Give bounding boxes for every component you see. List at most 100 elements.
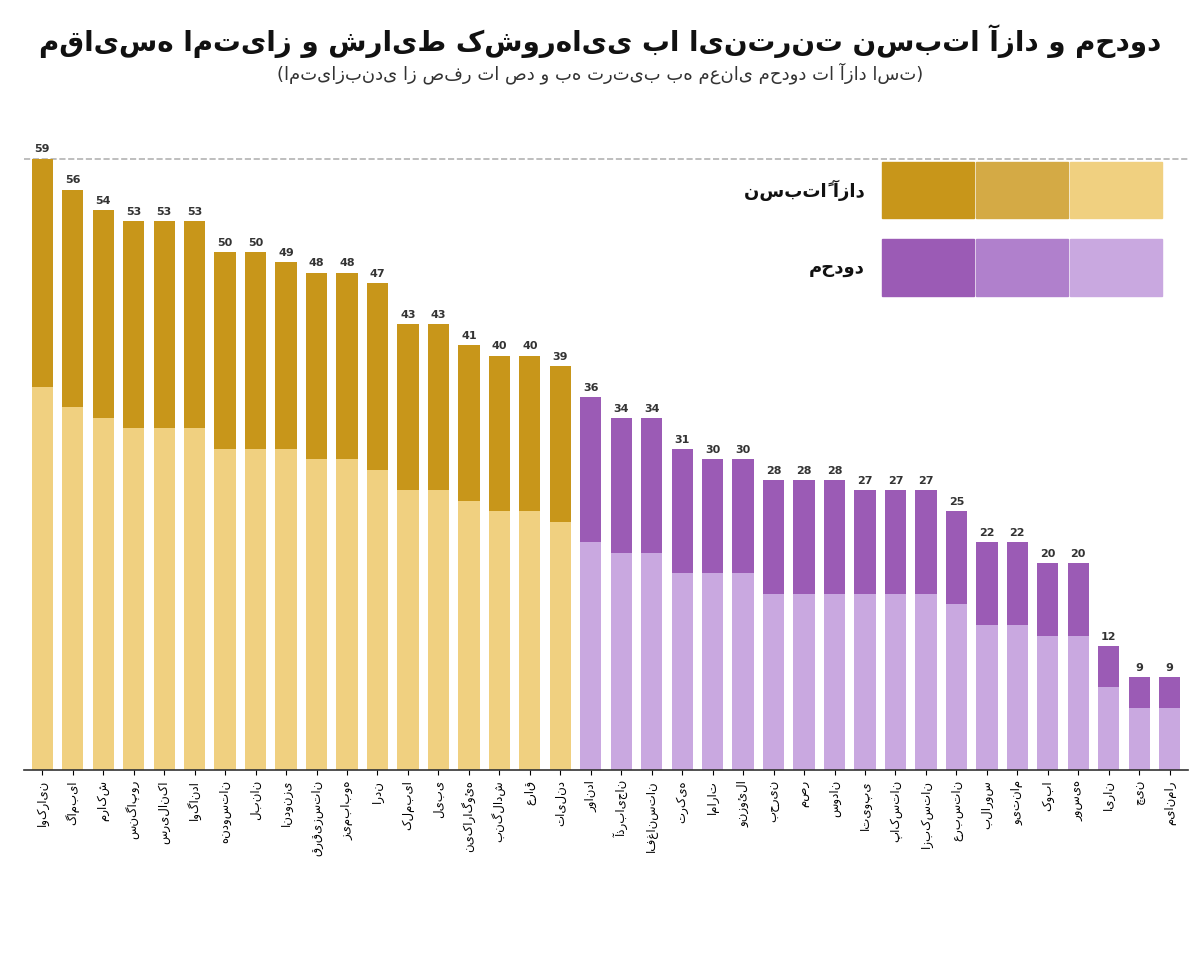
Bar: [1128, 708, 1150, 770]
Bar: [520, 355, 540, 511]
Text: 47: 47: [370, 269, 385, 279]
Bar: [672, 449, 692, 573]
Text: 41: 41: [461, 331, 476, 341]
Bar: [977, 625, 997, 770]
Text: مقایسه امتیاز و شرایط کشورهایی با اینترنت نسبتا آزاد و محدود: مقایسه امتیاز و شرایط کشورهایی با اینترن…: [38, 24, 1162, 58]
Bar: [31, 387, 53, 770]
Bar: [31, 159, 53, 387]
Text: 30: 30: [736, 445, 751, 455]
Text: 20: 20: [1040, 549, 1056, 559]
Bar: [124, 221, 144, 429]
Text: 53: 53: [187, 207, 203, 217]
Bar: [1007, 625, 1028, 770]
Bar: [336, 273, 358, 459]
Bar: [154, 221, 175, 429]
Text: 28: 28: [797, 466, 812, 476]
Text: 34: 34: [613, 403, 629, 414]
Bar: [763, 480, 785, 594]
Bar: [946, 605, 967, 770]
Bar: [124, 429, 144, 770]
Text: 50: 50: [217, 238, 233, 247]
Bar: [245, 252, 266, 449]
Bar: [245, 449, 266, 770]
Bar: [732, 459, 754, 573]
Text: 27: 27: [918, 477, 934, 486]
Bar: [824, 594, 845, 770]
Text: 34: 34: [644, 403, 660, 414]
Bar: [1159, 708, 1181, 770]
Bar: [488, 355, 510, 511]
Bar: [946, 511, 967, 605]
Bar: [1037, 636, 1058, 770]
Text: (امتیازبندی از صفر تا صد و به ترتیب به معنای محدود تا آزاد است): (امتیازبندی از صفر تا صد و به ترتیب به م…: [277, 63, 923, 85]
Text: 43: 43: [400, 310, 415, 321]
Bar: [215, 252, 235, 449]
Text: 22: 22: [979, 528, 995, 538]
Bar: [397, 325, 419, 490]
Bar: [184, 429, 205, 770]
Bar: [702, 459, 724, 573]
Bar: [702, 573, 724, 770]
Bar: [1068, 563, 1088, 636]
Bar: [1007, 542, 1028, 625]
Bar: [580, 542, 601, 770]
Text: 25: 25: [949, 497, 964, 507]
Text: 9: 9: [1135, 663, 1144, 673]
Bar: [488, 511, 510, 770]
Text: 59: 59: [35, 144, 50, 154]
Bar: [732, 573, 754, 770]
Bar: [1098, 646, 1120, 688]
Text: 22: 22: [1009, 528, 1025, 538]
Text: 40: 40: [522, 342, 538, 351]
Bar: [154, 429, 175, 770]
Text: 43: 43: [431, 310, 446, 321]
Bar: [550, 522, 571, 770]
Text: 28: 28: [827, 466, 842, 476]
Bar: [763, 594, 785, 770]
Text: 49: 49: [278, 248, 294, 258]
Text: 36: 36: [583, 383, 599, 393]
Bar: [275, 449, 296, 770]
Bar: [397, 490, 419, 770]
Bar: [458, 345, 480, 501]
Text: 40: 40: [492, 342, 508, 351]
Text: 39: 39: [552, 351, 568, 362]
Bar: [306, 273, 328, 459]
Text: 9: 9: [1165, 663, 1174, 673]
Bar: [306, 459, 328, 770]
Bar: [427, 490, 449, 770]
Text: 53: 53: [156, 207, 172, 217]
Bar: [275, 262, 296, 449]
Text: 54: 54: [96, 196, 110, 206]
Bar: [367, 283, 388, 470]
Bar: [427, 325, 449, 490]
Text: 27: 27: [888, 477, 904, 486]
Bar: [611, 553, 632, 770]
Bar: [916, 594, 937, 770]
Bar: [580, 397, 601, 542]
Text: 48: 48: [308, 258, 324, 269]
Text: 31: 31: [674, 434, 690, 445]
Bar: [854, 490, 876, 594]
Bar: [641, 553, 662, 770]
Bar: [184, 221, 205, 429]
Bar: [1068, 636, 1088, 770]
Text: 28: 28: [766, 466, 781, 476]
Bar: [336, 459, 358, 770]
Bar: [793, 480, 815, 594]
Bar: [62, 407, 84, 770]
Text: 20: 20: [1070, 549, 1086, 559]
Text: 48: 48: [340, 258, 355, 269]
Bar: [1098, 688, 1120, 770]
Bar: [884, 594, 906, 770]
Bar: [367, 470, 388, 770]
Bar: [215, 449, 235, 770]
Bar: [611, 418, 632, 553]
Bar: [458, 501, 480, 770]
Text: 56: 56: [65, 175, 80, 186]
Bar: [977, 542, 997, 625]
Bar: [1159, 677, 1181, 708]
Text: 27: 27: [857, 477, 872, 486]
Bar: [793, 594, 815, 770]
Bar: [884, 490, 906, 594]
